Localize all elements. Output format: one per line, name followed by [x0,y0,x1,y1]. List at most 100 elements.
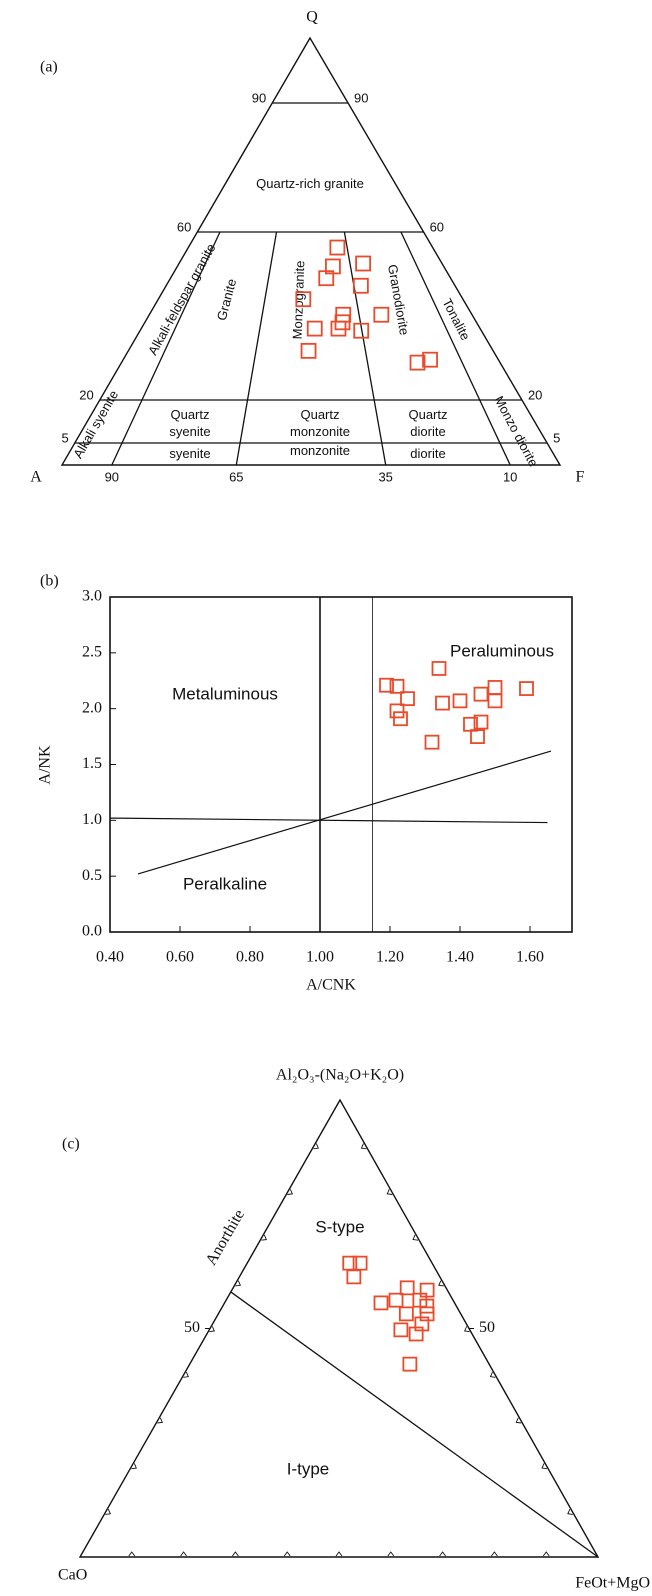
panel-label: (c) [62,1136,80,1153]
edge-chevron [439,1551,446,1557]
feldspar-boundary [400,231,511,466]
field-label: I-type [287,1459,330,1478]
data-point [419,1298,435,1314]
field-label: Monzo diorite [491,394,541,470]
vertex-label: FeOt+MgO [575,1575,650,1592]
data-point [330,320,347,337]
field-label-line: monzonite [290,424,350,439]
edge-chevron [491,1551,498,1557]
field-label-line: diorite [410,446,445,461]
field-label-line: Quartz [300,407,339,422]
q-tick-label: 60 [177,219,191,234]
vertex-label: CaO [58,1567,87,1584]
data-point [346,1269,362,1285]
data-point [402,1356,418,1372]
y-tick-label: 2.5 [82,644,102,661]
vertex-label: F [576,469,585,486]
x-axis-label: A/CNK [306,977,356,994]
edge-chevron [235,1280,241,1287]
data-point [473,714,489,730]
vertex-label: A [30,469,42,486]
edge-chevron [287,1189,293,1195]
data-point [419,1306,435,1322]
data-point [352,277,369,294]
edge-chevron [360,1143,367,1150]
y-tick-label: 1.5 [82,755,102,772]
field-label: Granodiorite [384,263,411,336]
a-tick-label: 50 [479,1319,495,1336]
y-tick-label: 0.0 [82,923,102,940]
data-point [393,1322,409,1338]
edge-chevron [542,1551,550,1557]
field-label-line: Monzo diorite [491,394,541,470]
reference-line [109,817,548,824]
panel-label: (b) [40,573,59,590]
data-point [295,291,312,308]
field-label: monzonite [290,443,350,458]
field-label-line: syenite [169,446,210,461]
field-label: Anorthite [203,1207,248,1269]
region-label: Peraluminous [450,641,554,660]
feldspar-boundary [111,231,221,466]
edge-chevron [412,1234,419,1241]
q-tick-label: 5 [553,430,560,445]
feldspar-boundary [343,231,387,466]
data-point [400,691,415,707]
data-point [306,320,323,337]
edge-chevron [438,1280,444,1287]
x-tick-label: 1.40 [446,949,474,966]
data-point [388,1292,404,1308]
edge-chevron [105,1509,111,1515]
triangle [60,36,562,466]
edge-chevron [541,1463,548,1470]
data-point [389,678,405,694]
field-label: Granite [214,277,240,322]
data-point [519,681,534,696]
data-point [487,693,503,709]
edge-chevron [386,1189,393,1195]
data-point [329,239,346,256]
x-tick-label: 0.80 [236,949,264,966]
field-label-line: Granodiorite [384,263,411,336]
field-label: Quartz-rich granite [256,176,364,191]
field-label-line: syenite [169,424,210,439]
field-label: Quartz monzonite [290,407,350,439]
y-tick-label: 0.5 [82,867,102,884]
field-label-line: Alkali syenite [71,388,122,461]
data-point [409,354,426,371]
vertex-label: Q [306,9,318,26]
reference-line [137,750,552,875]
edge-chevron [463,1326,470,1333]
vertex-label: Al₂O₃-(Na₂O+K₂O) [276,1067,404,1084]
data-point [300,342,317,359]
x-tick-label: 1.60 [516,949,544,966]
q-tick-label: 20 [528,387,542,402]
x-tick-label: 0.60 [166,949,194,966]
feldspar-tick-label: 10 [503,469,517,484]
edge-chevron [387,1551,395,1557]
field-label: Monzogranite [290,260,308,339]
edge-chevron [567,1508,573,1515]
data-point [393,711,408,727]
edge-chevron [261,1234,267,1241]
feldspar-tick-label: 35 [378,469,392,484]
data-point [389,703,405,719]
x-tick-label: 0.40 [96,949,124,966]
edge-chevron [157,1417,163,1424]
field-label: Tonalite [439,296,473,343]
data-point [379,677,394,693]
data-point [422,351,438,368]
data-point [408,1326,424,1342]
data-point [398,1306,414,1322]
q-tick-label: 90 [252,90,266,105]
q-tick-label: 60 [430,219,444,234]
edge-chevron [489,1371,496,1378]
data-point [435,695,450,711]
x-tick-label: 1.00 [306,949,334,966]
feldspar-tick-label: 90 [105,469,119,484]
panel-label: (a) [40,59,58,76]
edge-chevron [515,1417,522,1424]
q-tick-label: 90 [354,90,368,105]
